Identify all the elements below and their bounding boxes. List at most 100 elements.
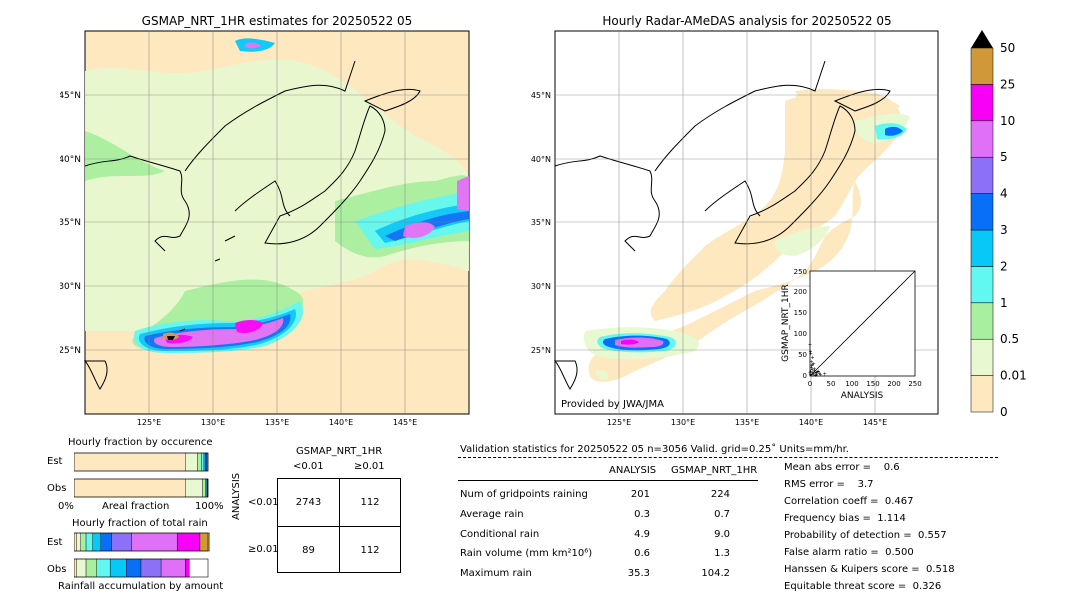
scatter-point: +: [809, 366, 813, 372]
validation-row-analysis: 35.3: [627, 568, 650, 579]
scatter-y-tick: 100: [794, 330, 807, 338]
left-map-title: GSMAP_NRT_1HR estimates for 20250522 05: [141, 14, 413, 28]
occurrence-obs-bar: [74, 478, 209, 498]
data-credit: Provided by JWA/JMA: [561, 399, 664, 410]
stacked-bar-frame: [74, 452, 209, 472]
stacked-bar-segment: [111, 532, 132, 552]
validation-row-label: Num of gridpoints raining: [460, 489, 588, 500]
stacked-bar-frame: [74, 558, 209, 578]
scatter-point: +: [814, 372, 818, 378]
lat-label: 35°N: [60, 218, 81, 228]
scatter-point: +: [808, 343, 812, 349]
scatter-point: +: [810, 362, 814, 368]
colorbar-segment: [970, 120, 994, 158]
left-map-lat-labels: 45°N 40°N 35°N 30°N 25°N: [60, 91, 81, 356]
validation-row-gsmap: 224: [710, 489, 730, 500]
scatter-x-tick: 150: [866, 380, 879, 388]
lon-label: 125°E: [607, 418, 631, 427]
colorbar-labels: 0 0.01 0.5 1 2 3 4 5 10 25 50: [1000, 41, 1027, 418]
validation-row-gsmap: 1.3: [714, 548, 730, 559]
validation-row-label: Average rain: [460, 509, 524, 520]
stacked-bar-segment: [176, 532, 201, 552]
colorbar-label: 0.01: [1000, 369, 1027, 383]
stacked-bar-segment: [205, 478, 207, 498]
scatter-point: +: [808, 349, 812, 355]
scatter-point: +: [811, 373, 815, 379]
stacked-bar-segment: [80, 532, 87, 552]
stacked-bar-segment: [74, 532, 77, 552]
scatter-point: +: [809, 351, 813, 357]
scatter-point: +: [809, 359, 813, 365]
scatter-y-tick: 0: [803, 372, 807, 380]
colorbar-label: 0: [1000, 405, 1008, 418]
validation-row-gsmap: 9.0: [714, 529, 730, 540]
colorbar-segment: [970, 338, 994, 376]
scatter-point: +: [813, 370, 817, 376]
scatter-point: +: [823, 371, 827, 377]
lon-label: 135°E: [735, 418, 759, 427]
contingency-table: 2743 112 89 112: [277, 478, 401, 573]
score-line: Frequency bias = 1.114: [784, 513, 906, 524]
accum-title: Hourly fraction of total rain: [72, 518, 208, 529]
scatter-x-tick: 50: [827, 380, 836, 388]
stacked-bar-segment: [74, 478, 186, 498]
lat-label: 25°N: [531, 346, 551, 355]
stacked-bar-segment: [85, 532, 93, 552]
stacked-bar-segment: [85, 558, 97, 578]
scatter-y-tick: 250: [794, 268, 807, 276]
scatter-point: +: [810, 368, 814, 374]
stacked-bar-segment: [197, 452, 202, 472]
validation-col-analysis: ANALYSIS: [609, 465, 657, 476]
scatter-x-ticks: 0 50 100 150 200 250: [808, 380, 922, 388]
stacked-bar-segment: [203, 452, 206, 472]
right-map-lat-labels: 45°N 40°N 35°N 30°N 25°N: [531, 91, 551, 355]
validation-row-label: Rain volume (mm km²10⁶): [460, 548, 593, 559]
score-line: False alarm ratio = 0.500: [784, 547, 914, 558]
scatter-point: +: [817, 371, 821, 377]
scatter-point: +: [813, 368, 817, 374]
stacked-bar-segment: [74, 558, 77, 578]
lon-label: 140°E: [329, 418, 353, 427]
colorbar-segment: [970, 84, 994, 122]
score-line: Equitable threat score = 0.326: [784, 581, 942, 592]
scatter-y-ticks: 0 50 100 150 200 250: [794, 268, 807, 380]
colorbar-label: 50: [1000, 41, 1015, 55]
colorbar-label: 10: [1000, 114, 1015, 128]
occurrence-title: Hourly fraction by occurence: [68, 437, 213, 448]
stacked-bar-segment: [205, 452, 207, 472]
colorbar-label: 0.5: [1000, 332, 1019, 346]
contingency-cell: 112: [360, 545, 380, 556]
contingency-cell: 112: [360, 497, 380, 508]
scatter-point: +: [810, 373, 814, 379]
scatter-y-tick: 150: [794, 309, 807, 317]
lat-label: 45°N: [531, 91, 551, 100]
scatter-x-label: ANALYSIS: [841, 391, 884, 401]
score-line: Mean abs error = 0.6: [784, 462, 900, 473]
score-line: RMS error = 3.7: [784, 479, 874, 490]
scatter-y-label: GSMAP_NRT_1HR: [781, 284, 791, 362]
accum-row-obs: Obs: [47, 564, 67, 575]
one-to-one-line: [809, 270, 916, 377]
validation-col-gsmap: GSMAP_NRT_1HR: [671, 465, 758, 476]
stacked-bar-segment: [202, 478, 206, 498]
scatter-point: +: [812, 366, 816, 372]
stacked-bar-segment: [185, 452, 198, 472]
left-map-grid: [85, 31, 469, 414]
lat-label: 45°N: [60, 91, 81, 101]
score-line: Probability of detection = 0.557: [784, 530, 947, 541]
accum-obs-bar: [74, 558, 209, 578]
scatter-x-tick: 0: [808, 380, 812, 388]
lat-label: 40°N: [531, 155, 551, 164]
scatter-point: +: [815, 369, 819, 375]
right-map-lon-labels: 125°E 130°E 135°E 140°E 145°E: [607, 418, 887, 427]
right-map-title: Hourly Radar-AMeDAS analysis for 2025052…: [602, 14, 892, 28]
stacked-bar-segment: [109, 558, 127, 578]
scatter-point: +: [811, 370, 815, 376]
scatter-point: +: [816, 369, 820, 375]
stacked-bar-frame: [74, 532, 209, 552]
contingency-row-ge: ≥0.01: [248, 544, 279, 555]
scatter-point: +: [811, 371, 815, 377]
scatter-y-tick: 200: [794, 288, 807, 296]
right-map-coastlines: [553, 60, 891, 390]
colorbar-segment: [970, 47, 994, 85]
